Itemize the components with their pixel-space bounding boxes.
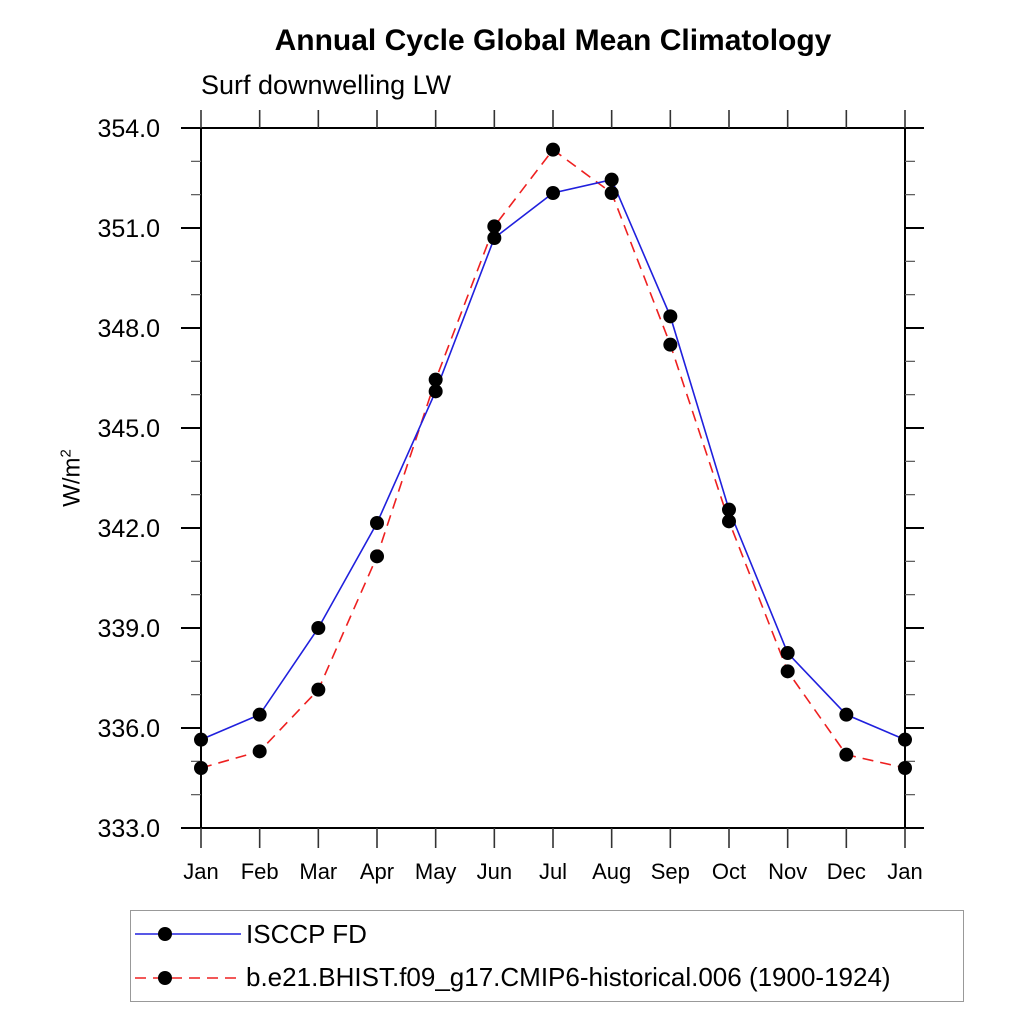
series-line-1 [200,148,906,769]
svg-text:May: May [415,859,457,884]
legend-item-model: b.e21.BHIST.f09_g17.CMIP6-historical.006… [131,958,963,998]
svg-text:336.0: 336.0 [97,715,160,743]
svg-text:Jun: Jun [477,859,512,884]
legend-label-isccp-fd: ISCCP FD [246,918,367,949]
svg-text:Mar: Mar [299,859,337,884]
svg-text:Oct: Oct [712,859,746,884]
svg-text:Nov: Nov [768,859,807,884]
x-axis-ticks: Jan Feb Mar Apr May Jun Jul Aug Sep Oct Nov Dec Jan [183,110,923,884]
svg-text:333.0: 333.0 [97,815,160,843]
svg-text:339.0: 339.0 [97,615,160,643]
axes-frame [200,127,906,829]
svg-text:Jan: Jan [183,859,218,884]
svg-text:345.0: 345.0 [97,415,160,443]
svg-text:Jul: Jul [539,859,567,884]
data-point-markers [194,142,912,775]
legend-item-isccp-fd: ISCCP FD [131,914,963,954]
chart-title: Annual Cycle Global Mean Climatology [274,24,832,57]
legend-box: ISCCP FD b.e21.BHIST.f09_g17.CMIP6-histo… [130,910,964,1002]
svg-text:354.0: 354.0 [97,115,160,143]
legend-swatch-solid [135,927,241,942]
series-line-0 [200,178,906,741]
svg-text:Dec: Dec [827,859,866,884]
y-axis-ticks: 333.0 336.0 339.0 342.0 345.0 348.0 351.0 354.0 [97,115,924,843]
svg-text:Apr: Apr [360,859,394,884]
legend-swatch-dashed [135,970,241,985]
svg-text:Jan: Jan [887,859,922,884]
svg-text:Sep: Sep [651,859,690,884]
svg-text:348.0: 348.0 [97,315,160,343]
svg-text:Aug: Aug [592,859,631,884]
svg-text:351.0: 351.0 [97,215,160,243]
svg-text:Feb: Feb [241,859,279,884]
legend-marker-dot-icon [158,970,172,985]
legend-label-model: b.e21.BHIST.f09_g17.CMIP6-historical.006… [246,962,891,993]
legend-marker-dot-icon [158,927,172,942]
chart-subtitle: Surf downwelling LW [201,70,452,100]
svg-text:342.0: 342.0 [97,515,160,543]
